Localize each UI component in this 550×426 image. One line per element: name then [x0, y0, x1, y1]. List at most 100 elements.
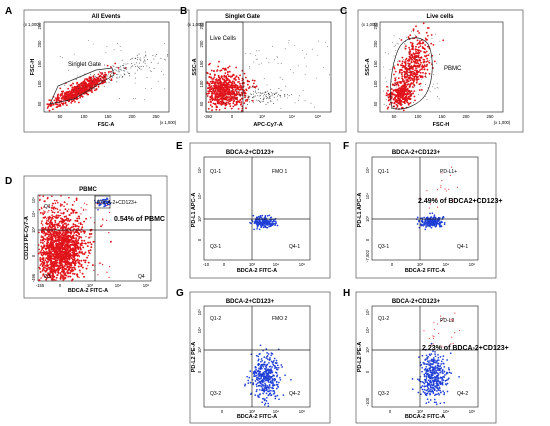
x-tick-label: 10⁵	[143, 283, 150, 288]
event-dot	[68, 231, 71, 234]
event-dot	[423, 216, 425, 219]
event-dot	[258, 370, 261, 373]
event-dot	[66, 258, 68, 260]
x-tick-label: 10⁵	[299, 262, 306, 267]
event-dot	[249, 381, 252, 384]
event-dot	[445, 190, 448, 192]
event-dot	[92, 88, 94, 90]
event-dot	[287, 97, 288, 99]
event-dot	[415, 45, 417, 48]
event-dot	[47, 220, 50, 222]
event-dot	[67, 87, 70, 90]
event-dot	[254, 90, 256, 92]
event-dot	[219, 69, 222, 72]
event-dot	[416, 61, 419, 63]
event-dot	[82, 246, 85, 249]
event-dot	[263, 356, 266, 358]
event-dot	[437, 87, 439, 89]
event-dot	[229, 95, 232, 97]
event-dot	[119, 71, 121, 73]
event-dot	[110, 74, 112, 76]
event-dot	[394, 70, 397, 73]
event-dot	[116, 81, 118, 83]
event-dot	[76, 220, 78, 222]
event-dot	[70, 102, 73, 104]
event-dot	[263, 404, 266, 406]
event-dot	[75, 242, 78, 245]
event-dot	[140, 68, 142, 70]
y-tick-label: 150	[199, 60, 204, 68]
event-dot	[57, 222, 60, 225]
event-dot	[67, 255, 70, 258]
event-dot	[144, 60, 146, 62]
event-dot	[102, 224, 104, 226]
event-dot	[50, 261, 53, 264]
event-dot	[89, 89, 92, 92]
event-dot	[413, 56, 415, 58]
event-dot	[41, 231, 43, 234]
event-dot	[93, 84, 96, 86]
x-multiplier: (x 1,000)	[494, 120, 511, 125]
x-tick-label: 10³	[249, 262, 256, 267]
x-tick-label: 10⁴	[273, 262, 280, 267]
event-dot	[229, 80, 231, 83]
event-dot	[413, 90, 416, 92]
event-dot	[392, 105, 394, 107]
event-dot	[254, 91, 256, 93]
event-dot	[259, 216, 262, 218]
event-dot	[430, 34, 433, 36]
event-dot	[393, 46, 395, 47]
event-dot	[416, 223, 419, 225]
event-dot	[256, 99, 258, 101]
event-dot	[424, 51, 427, 54]
event-dot	[443, 223, 446, 226]
event-dot	[63, 215, 66, 218]
event-dot	[83, 242, 85, 245]
event-dot	[89, 65, 91, 67]
event-dot	[84, 251, 87, 254]
event-dot	[114, 69, 116, 70]
event-dot	[58, 231, 61, 233]
event-dot	[41, 269, 44, 272]
event-dot	[252, 214, 255, 217]
event-dot	[314, 106, 315, 108]
event-dot	[81, 242, 84, 245]
event-dot	[255, 372, 258, 374]
event-dot	[119, 69, 121, 70]
event-dot	[424, 228, 427, 231]
event-dot	[48, 99, 51, 101]
event-dot	[388, 103, 391, 106]
event-dot	[235, 100, 238, 103]
event-dot	[56, 208, 59, 210]
event-dot	[220, 98, 223, 100]
event-dot	[425, 54, 428, 57]
event-dot	[284, 374, 286, 377]
event-dot	[269, 386, 271, 389]
event-dot	[56, 253, 58, 256]
event-dot	[260, 97, 262, 99]
event-dot	[44, 238, 47, 241]
event-dot	[89, 249, 92, 252]
event-dot	[88, 90, 90, 92]
event-dot	[415, 25, 417, 28]
event-dot	[388, 86, 390, 88]
event-dot	[220, 75, 223, 78]
event-dot	[223, 94, 226, 97]
event-dot	[71, 203, 74, 206]
event-dot	[422, 71, 424, 74]
event-dot	[279, 95, 281, 97]
event-dot	[83, 209, 85, 211]
event-dot	[57, 248, 59, 250]
event-dot	[80, 230, 83, 233]
event-dot	[224, 107, 227, 110]
event-dot	[302, 90, 304, 91]
event-dot	[410, 41, 412, 44]
event-dot	[79, 96, 81, 99]
event-dot	[405, 76, 408, 79]
event-dot	[46, 262, 48, 264]
event-dot	[123, 63, 125, 65]
event-dot	[224, 72, 227, 75]
event-dot	[70, 262, 73, 265]
event-dot	[146, 59, 148, 60]
x-tick-label: 10⁴	[289, 114, 296, 119]
